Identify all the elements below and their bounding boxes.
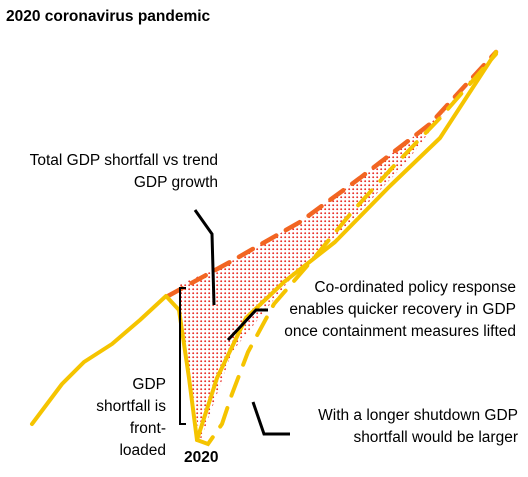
- long-shutdown-gdp-line: [195, 52, 498, 447]
- pre-shock-gdp-line: [30, 294, 181, 426]
- longer-shutdown-annotation: With a longer shutdown GDP shortfall wou…: [318, 407, 518, 446]
- year-label: 2020: [184, 449, 219, 466]
- page-title: 2020 coronavirus pandemic: [6, 8, 211, 25]
- total-shortfall-annotation: Total GDP shortfall vs trend GDP growth: [29, 152, 218, 191]
- policy-response-pointer: [226, 308, 268, 342]
- policy-response-annotation: Co-ordinated policy response enables qui…: [284, 279, 516, 340]
- longer-shutdown-pointer: [251, 401, 290, 436]
- total-shortfall-pointer: [193, 209, 216, 306]
- front-loaded-annotation: GDP shortfall is front-loaded: [96, 376, 166, 459]
- front-loaded-bracket: [179, 287, 186, 425]
- quick-recovery-gdp-line: [177, 50, 498, 442]
- trend-gdp-line: [165, 49, 499, 299]
